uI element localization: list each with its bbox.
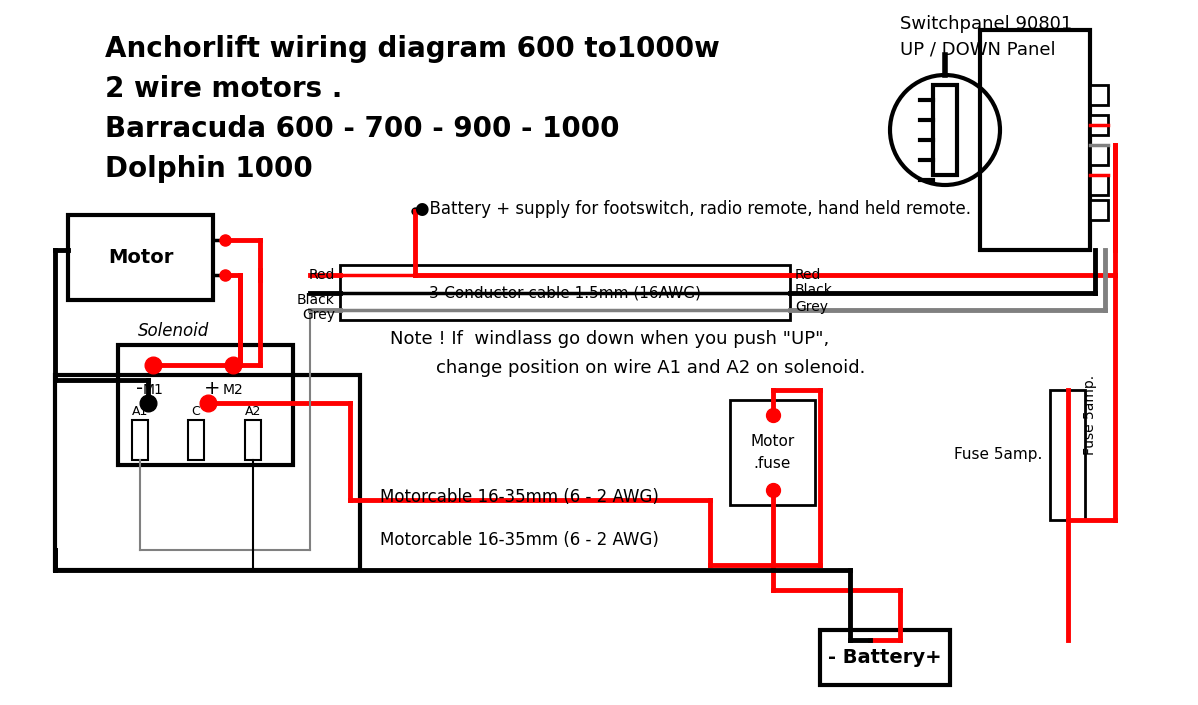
Bar [730, 400, 815, 505]
Text: ●Battery + supply for footswitch, radio remote, hand held remote.: ●Battery + supply for footswitch, radio … [415, 200, 972, 218]
Bar [933, 85, 957, 175]
Text: Solenoid: Solenoid [138, 322, 210, 340]
Text: Grey: Grey [795, 300, 828, 314]
Text: 2 wire motors .: 2 wire motors . [105, 75, 343, 103]
Bar [188, 420, 204, 460]
Bar [819, 630, 950, 685]
Bar [55, 375, 361, 570]
Text: M1: M1 [143, 383, 163, 397]
Bar [1090, 85, 1108, 105]
Text: Barracuda 600 - 700 - 900 - 1000: Barracuda 600 - 700 - 900 - 1000 [105, 115, 619, 143]
Bar [132, 420, 149, 460]
Text: A2: A2 [244, 405, 261, 418]
Text: Dolphin 1000: Dolphin 1000 [105, 155, 313, 183]
Bar [340, 265, 789, 320]
Text: Motor
.fuse: Motor .fuse [750, 434, 794, 470]
Text: Grey: Grey [302, 308, 335, 322]
Text: Black: Black [795, 283, 833, 297]
Text: Anchorlift wiring diagram 600 to1000w: Anchorlift wiring diagram 600 to1000w [105, 35, 720, 63]
Bar [1090, 200, 1108, 220]
Text: -: - [137, 379, 144, 398]
Text: Switchpanel 90801
UP / DOWN Panel: Switchpanel 90801 UP / DOWN Panel [900, 15, 1072, 58]
Bar [1090, 145, 1108, 165]
Text: Motor: Motor [108, 248, 174, 267]
Bar [980, 30, 1090, 250]
Bar [1090, 115, 1108, 135]
Bar [246, 420, 261, 460]
Text: A1: A1 [132, 405, 149, 418]
Text: Motorcable 16-35mm (6 - 2 AWG): Motorcable 16-35mm (6 - 2 AWG) [380, 531, 659, 549]
Text: Fuse 5amp.: Fuse 5amp. [1083, 375, 1097, 455]
Text: Fuse 5amp.: Fuse 5amp. [954, 448, 1042, 462]
Text: +: + [204, 379, 220, 398]
Bar [117, 345, 294, 465]
Text: C: C [192, 405, 200, 418]
Text: Red: Red [795, 268, 822, 282]
Text: Note ! If  windlass go down when you push "UP",
        change position on wire : Note ! If windlass go down when you push… [391, 330, 865, 377]
Text: Red: Red [309, 268, 335, 282]
Bar [68, 215, 213, 300]
Text: Motorcable 16-35mm (6 - 2 AWG): Motorcable 16-35mm (6 - 2 AWG) [380, 488, 659, 506]
Text: 3-Conductor cable 1.5mm (16AWG): 3-Conductor cable 1.5mm (16AWG) [429, 285, 701, 300]
Bar [1049, 390, 1085, 520]
Text: Black: Black [297, 293, 335, 307]
Text: - Battery+: - Battery+ [828, 648, 942, 667]
Bar [1090, 175, 1108, 195]
Text: M2: M2 [223, 383, 243, 397]
